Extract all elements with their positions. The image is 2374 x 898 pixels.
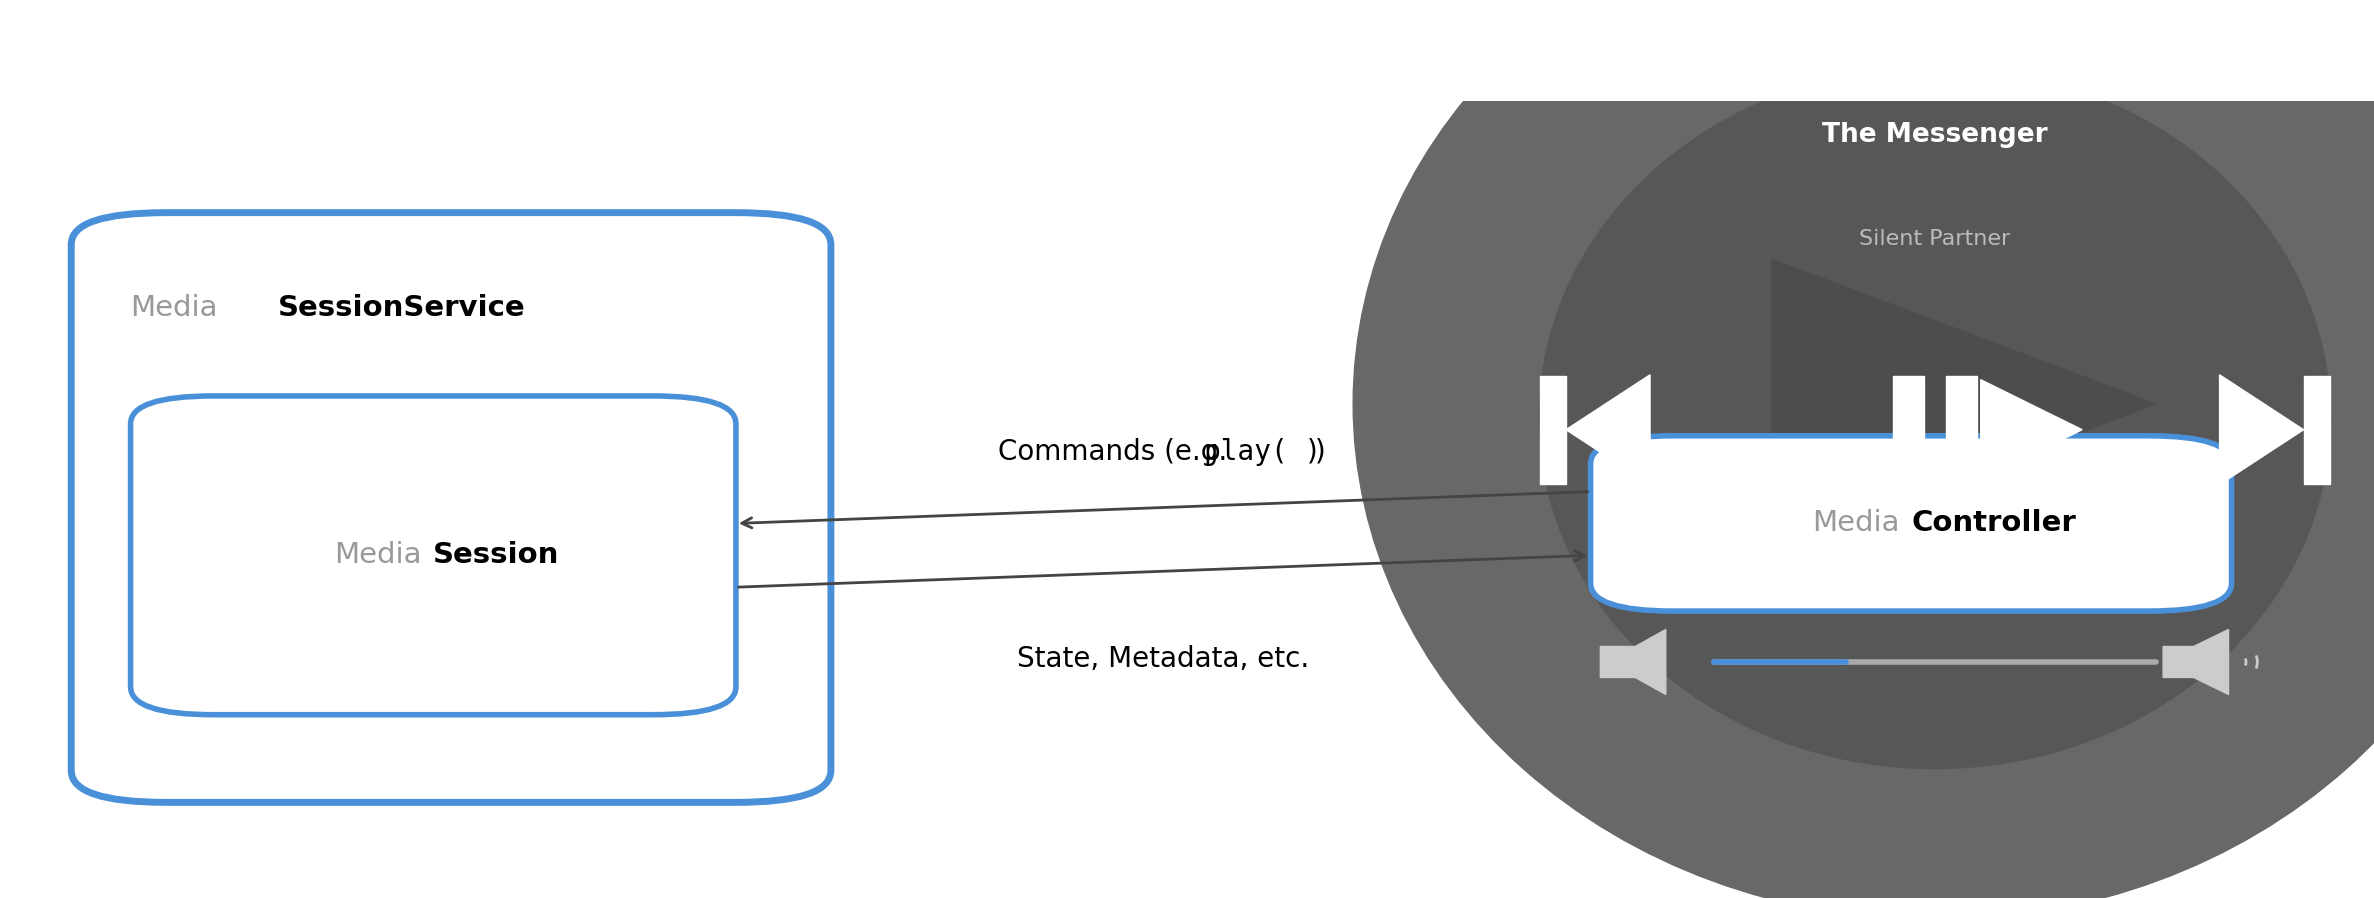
Polygon shape <box>1600 629 1667 694</box>
Text: Controller: Controller <box>1911 509 2075 537</box>
Text: Media: Media <box>1811 509 1899 537</box>
Ellipse shape <box>1538 66 2331 769</box>
Text: Media: Media <box>131 295 218 322</box>
Text: Session: Session <box>432 541 560 569</box>
Text: Media: Media <box>335 541 423 569</box>
FancyBboxPatch shape <box>1538 375 1567 484</box>
Text: SessionService: SessionService <box>278 295 525 322</box>
Text: Commands (e.g.: Commands (e.g. <box>997 437 1237 466</box>
Polygon shape <box>1771 260 2156 549</box>
Text: play( ): play( ) <box>1204 437 1322 466</box>
FancyBboxPatch shape <box>1591 436 2232 612</box>
FancyBboxPatch shape <box>1947 375 1978 484</box>
FancyBboxPatch shape <box>2303 375 2331 484</box>
Text: Silent Partner: Silent Partner <box>1859 229 2011 249</box>
Polygon shape <box>2163 629 2229 694</box>
FancyBboxPatch shape <box>1892 375 1923 484</box>
Text: The Messenger: The Messenger <box>1821 122 2049 148</box>
Polygon shape <box>1980 380 2082 480</box>
Polygon shape <box>2220 374 2303 485</box>
Polygon shape <box>1567 374 1650 485</box>
FancyBboxPatch shape <box>71 213 831 803</box>
Text: ): ) <box>1315 437 1325 466</box>
Text: State, Metadata, etc.: State, Metadata, etc. <box>1016 645 1310 673</box>
FancyBboxPatch shape <box>131 396 736 715</box>
Ellipse shape <box>1353 0 2374 898</box>
Text: 10:57: 10:57 <box>1887 0 1982 16</box>
